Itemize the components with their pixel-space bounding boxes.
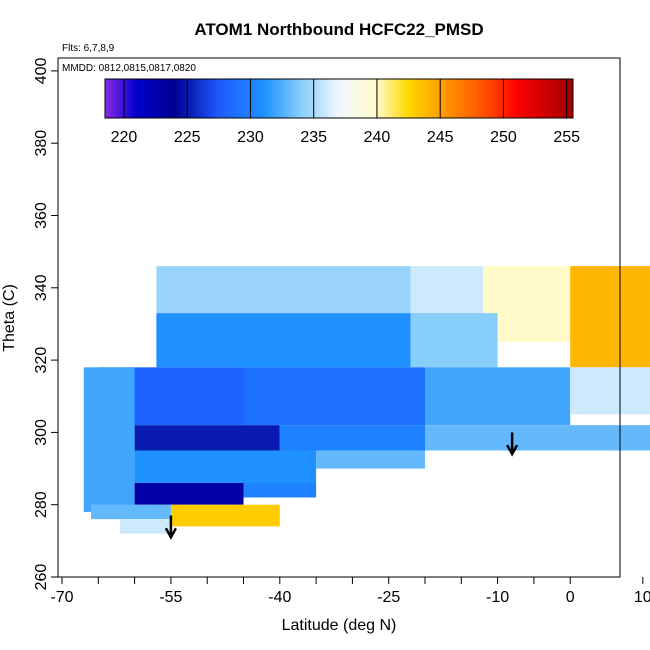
field-cell: [243, 483, 317, 498]
colorbar-tick-label: 220: [111, 129, 138, 146]
y-tick-label: 280: [33, 491, 50, 518]
y-tick-label: 380: [33, 130, 50, 157]
x-axis-label: Latitude (deg N): [282, 617, 397, 634]
heatmap-field: [83, 266, 650, 534]
field-cell: [570, 367, 650, 415]
field-cell: [134, 483, 244, 505]
field-cell: [91, 504, 171, 520]
colorbar-tick-label: 250: [490, 129, 517, 146]
x-tick-label: -10: [486, 589, 509, 606]
field-cell: [134, 450, 317, 484]
x-axis: -70-55-40-25-1001020304050607080: [50, 577, 650, 606]
field-cell: [83, 367, 135, 512]
colorbar-tick-label: 230: [237, 129, 264, 146]
colorbar-tick-label: 235: [300, 129, 327, 146]
chart-title: ATOM1 Northbound HCFC22_PMSD: [194, 20, 483, 39]
x-tick-label: 0: [566, 589, 575, 606]
plot-frame: [57, 57, 621, 578]
colorbar-tick-label: 245: [427, 129, 454, 146]
arrow-head: [506, 444, 519, 457]
x-tick-label: -40: [268, 589, 291, 606]
y-tick-label: 340: [33, 274, 50, 301]
x-tick-label: -25: [377, 589, 400, 606]
field-cell: [425, 367, 571, 426]
y-axis: 260 280 300 320 340 360 380 400: [33, 57, 58, 590]
field-cell: [570, 266, 650, 368]
flight-markers: [164, 432, 519, 540]
field-cell: [134, 425, 280, 451]
y-tick-label: 300: [33, 419, 50, 446]
colorbar-tick-label: 225: [174, 129, 201, 146]
field-cell: [410, 266, 484, 314]
colorbar-tick-label: 255: [553, 129, 580, 146]
y-tick-label: 400: [33, 57, 50, 84]
field-cell: [279, 425, 425, 451]
field-cell: [425, 425, 650, 451]
y-tick-label: 320: [33, 347, 50, 374]
colorbar-ticks: 220 225 230 235 240 245 250 255: [111, 79, 580, 146]
flight-marker-arrow: [506, 432, 519, 457]
field-cell: [410, 313, 498, 368]
field-cell: [170, 504, 280, 527]
y-tick-label: 360: [33, 202, 50, 229]
field-cell: [120, 519, 171, 534]
y-axis-label: Theta (C): [1, 284, 18, 352]
field-cell: [316, 450, 425, 469]
field-cell: [156, 266, 411, 314]
colorbar-tick-label: 240: [364, 129, 391, 146]
x-tick-label: 10: [634, 589, 650, 606]
colorbar: 220 225 230 235 240 245 250 255: [104, 78, 580, 146]
field-cell: [243, 367, 425, 426]
x-tick-label: -55: [159, 589, 182, 606]
flights-note: Flts: 6,7,8,9: [62, 43, 115, 54]
arrow-head: [164, 527, 177, 540]
x-tick-label: -70: [50, 589, 73, 606]
colorbar-rect: [104, 78, 574, 119]
flight-marker-arrow: [164, 515, 177, 540]
dates-note: MMDD: 0812,0815,0817,0820: [62, 63, 196, 74]
field-cell: [156, 313, 411, 368]
y-tick-label: 260: [33, 564, 50, 591]
